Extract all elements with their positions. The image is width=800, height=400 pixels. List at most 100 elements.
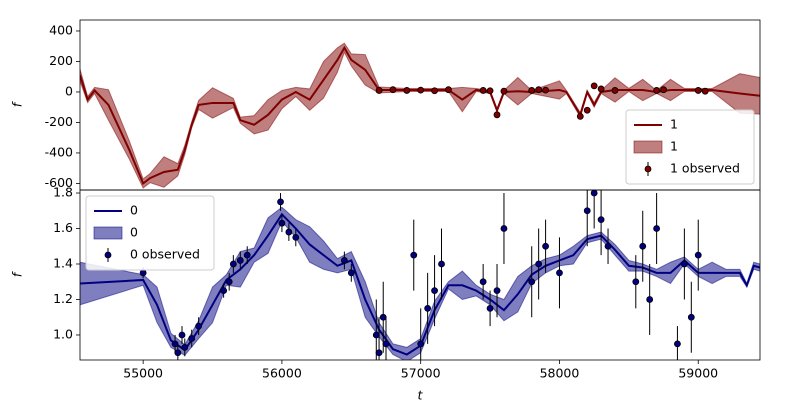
observed-point bbox=[445, 86, 452, 94]
observed-point bbox=[181, 344, 189, 351]
legend-label: 0 observed bbox=[130, 247, 200, 262]
observation bbox=[375, 87, 383, 94]
observed-point bbox=[694, 251, 702, 259]
observation bbox=[528, 246, 536, 318]
observed-point bbox=[431, 287, 438, 295]
observed-point bbox=[486, 304, 494, 312]
legend-swatch bbox=[644, 165, 652, 173]
y-tick-label: 1.2 bbox=[53, 291, 73, 306]
observation bbox=[701, 87, 709, 95]
observation bbox=[417, 308, 425, 360]
legend: 0 0 0 observed bbox=[85, 195, 215, 271]
observed-point bbox=[431, 87, 438, 95]
observed-point bbox=[639, 242, 647, 250]
observed-point bbox=[680, 260, 688, 268]
observed-point bbox=[139, 269, 147, 277]
plot-area bbox=[80, 190, 760, 360]
observed-point bbox=[171, 340, 179, 348]
observed-point bbox=[174, 349, 182, 357]
observed-point bbox=[632, 278, 640, 286]
observation bbox=[375, 317, 383, 360]
plot-area bbox=[80, 42, 760, 189]
observation bbox=[438, 228, 445, 300]
observation bbox=[431, 255, 438, 327]
observation bbox=[417, 86, 425, 94]
observation bbox=[500, 87, 508, 95]
x-axis-label: t bbox=[418, 388, 424, 400]
observation bbox=[493, 263, 501, 318]
y-tick-label: -600 bbox=[45, 175, 73, 190]
observation bbox=[382, 317, 390, 360]
observed-point bbox=[379, 313, 387, 321]
legend: 1 1 1 observed bbox=[625, 109, 755, 185]
observation bbox=[389, 86, 397, 94]
observation bbox=[236, 251, 244, 270]
observation bbox=[410, 219, 418, 291]
observed-point bbox=[243, 251, 251, 259]
observation bbox=[576, 112, 584, 120]
observed-point bbox=[660, 86, 667, 94]
observation bbox=[542, 219, 549, 273]
observed-point bbox=[410, 251, 418, 259]
y-tick-label: -400 bbox=[45, 144, 73, 159]
observation bbox=[347, 263, 355, 282]
observation bbox=[597, 85, 605, 93]
observation bbox=[694, 219, 702, 291]
observed-point bbox=[375, 87, 383, 94]
observed-point bbox=[646, 296, 654, 303]
observation bbox=[632, 255, 640, 309]
observed-point bbox=[674, 340, 681, 348]
observation bbox=[680, 228, 688, 300]
observed-point bbox=[178, 331, 186, 339]
observed-point bbox=[285, 228, 293, 236]
observed-point bbox=[375, 349, 383, 357]
y-tick-label: 1.0 bbox=[53, 326, 73, 341]
observation bbox=[687, 281, 695, 353]
observed-point bbox=[278, 219, 286, 227]
observed-point bbox=[372, 331, 380, 339]
observed-point bbox=[493, 111, 501, 119]
observation bbox=[590, 190, 598, 229]
observation bbox=[583, 106, 591, 114]
observed-point bbox=[604, 242, 612, 250]
observation bbox=[597, 190, 605, 256]
observation bbox=[611, 87, 619, 94]
observed-point bbox=[701, 87, 709, 95]
observed-point bbox=[417, 340, 425, 348]
observed-point bbox=[277, 198, 284, 206]
observation bbox=[181, 338, 189, 357]
legend-swatch bbox=[633, 140, 663, 154]
x-tick-label: 55000 bbox=[123, 366, 163, 381]
observed-point bbox=[220, 287, 228, 295]
axes-frame bbox=[79, 189, 761, 361]
observed-point bbox=[590, 190, 598, 197]
observation bbox=[639, 210, 647, 282]
observation bbox=[653, 87, 661, 94]
observation bbox=[535, 228, 543, 300]
y-tick-label: 200 bbox=[49, 53, 73, 68]
observation bbox=[646, 263, 654, 335]
observation bbox=[243, 246, 251, 264]
observed-point bbox=[653, 225, 661, 232]
observed-point bbox=[556, 269, 563, 277]
legend-label: 1 bbox=[670, 117, 678, 132]
observed-point bbox=[188, 335, 196, 342]
observed-point bbox=[195, 322, 203, 330]
x-tick-label: 57000 bbox=[401, 366, 441, 381]
observed-point bbox=[583, 106, 591, 114]
observation bbox=[225, 272, 233, 291]
observation bbox=[174, 343, 182, 360]
observation bbox=[178, 326, 186, 344]
observed-point bbox=[479, 278, 487, 286]
observed-point bbox=[403, 87, 411, 94]
observed-point bbox=[229, 260, 237, 268]
legend-box bbox=[625, 109, 755, 185]
observation bbox=[195, 317, 203, 335]
observation bbox=[285, 223, 293, 241]
observation bbox=[479, 87, 487, 94]
legend-swatch bbox=[104, 251, 112, 259]
observation bbox=[486, 87, 494, 95]
legend-label: 1 observed bbox=[670, 161, 740, 176]
observed-point bbox=[576, 112, 584, 120]
